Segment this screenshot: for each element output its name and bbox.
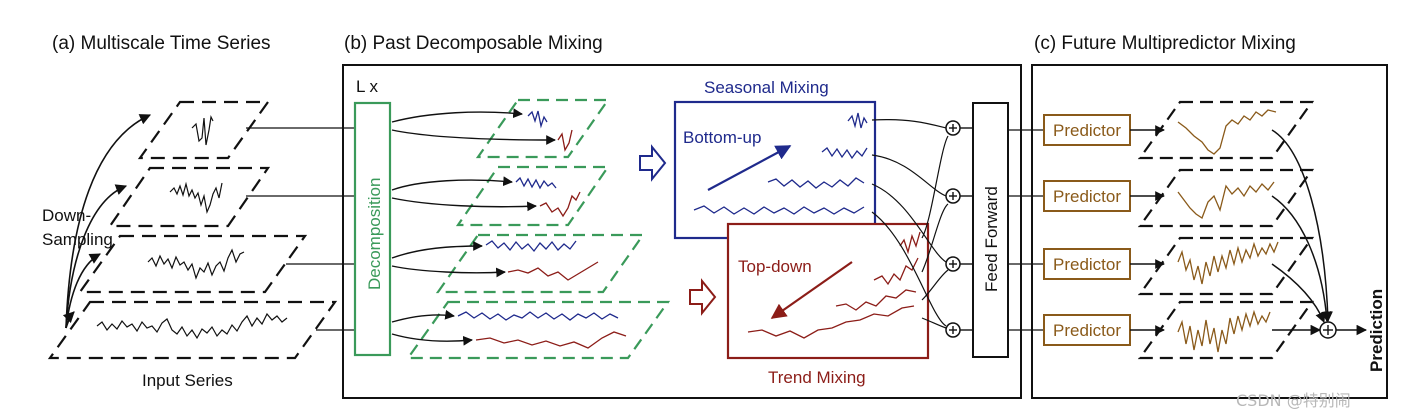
seasonal-component-1 bbox=[527, 110, 548, 129]
forecast-series-4 bbox=[1177, 309, 1271, 353]
downsample-arrow-4 bbox=[62, 311, 75, 329]
seasonal-component-3 bbox=[485, 240, 577, 253]
panel-c-title: (c) Future Multipredictor Mixing bbox=[1034, 33, 1296, 54]
bottom-up-label: Bottom-up bbox=[683, 128, 761, 147]
downsampling-label-2: Sampling bbox=[42, 230, 113, 249]
decomp-plane-4 bbox=[405, 300, 671, 360]
seasonal-component-4 bbox=[457, 311, 619, 321]
watermark: CSDN @特别闹 bbox=[1236, 391, 1351, 410]
seasonal-mixing-label: Seasonal Mixing bbox=[704, 78, 829, 97]
trend-component-3 bbox=[507, 261, 599, 281]
scale-plane-1 bbox=[137, 100, 271, 160]
seasonal-mixing-block bbox=[673, 100, 877, 240]
repeat-label: L x bbox=[356, 77, 379, 96]
top-down-label: Top-down bbox=[738, 257, 812, 276]
trend-hollow-arrow bbox=[689, 278, 717, 316]
forecast-series-1 bbox=[1177, 109, 1277, 155]
forecast-plane-1 bbox=[1137, 100, 1315, 160]
top-down-arrow bbox=[770, 261, 853, 319]
forecast-series-3 bbox=[1177, 241, 1279, 285]
downsampling-label-1: Down- bbox=[42, 206, 91, 225]
pdm-frame bbox=[342, 64, 1022, 399]
trend-mixing-block bbox=[726, 222, 930, 360]
panel-a: Down- Sampling Input Series bbox=[42, 100, 355, 390]
trend-component-4 bbox=[475, 331, 627, 349]
scale-plane-2 bbox=[107, 166, 271, 228]
scale-3-series bbox=[147, 248, 245, 280]
bottom-up-arrow bbox=[707, 145, 792, 191]
forecast-series-2 bbox=[1177, 181, 1275, 219]
decomp-plane-2 bbox=[455, 165, 611, 227]
decomp-plane-1 bbox=[475, 98, 611, 159]
predictor-box-1 bbox=[1043, 114, 1131, 146]
feed-forward-label: Feed Forward bbox=[982, 186, 1001, 292]
downsample-arrow-1 bbox=[65, 114, 152, 329]
forecast-plane-4 bbox=[1137, 300, 1315, 360]
panel-c: Predictor Predictor Predictor Predictor bbox=[1008, 64, 1388, 399]
panel-b-title: (b) Past Decomposable Mixing bbox=[344, 33, 603, 54]
predictor-label-2: Predictor bbox=[1053, 187, 1121, 206]
scale-plane-4 bbox=[47, 300, 338, 360]
decomposition-block bbox=[353, 101, 392, 357]
forecast-plane-3 bbox=[1137, 236, 1315, 296]
decomposition-label: Decomposition bbox=[365, 178, 384, 290]
trend-mixing-label: Trend Mixing bbox=[768, 368, 866, 387]
downsample-arrow-2 bbox=[65, 184, 128, 329]
fmm-frame bbox=[1031, 64, 1388, 399]
scale-plane-3 bbox=[77, 234, 308, 294]
scale-2-series bbox=[169, 181, 223, 215]
scale-1-series bbox=[191, 115, 214, 146]
trend-component-1 bbox=[557, 129, 573, 152]
input-series-label: Input Series bbox=[142, 371, 233, 390]
predictor-box-3 bbox=[1043, 248, 1131, 280]
seasonal-component-2 bbox=[515, 176, 557, 190]
scale-4-series bbox=[96, 312, 288, 340]
predictor-label-1: Predictor bbox=[1053, 121, 1121, 140]
feed-forward-block bbox=[972, 102, 1009, 358]
panel-a-title: (a) Multiscale Time Series bbox=[52, 33, 271, 54]
panel-b: L x Decomposition bbox=[342, 64, 1022, 399]
seasonal-hollow-arrow bbox=[639, 144, 667, 182]
predictor-label-4: Predictor bbox=[1053, 321, 1121, 340]
trend-component-2 bbox=[539, 191, 581, 218]
decomp-plane-3 bbox=[435, 233, 646, 294]
predictor-label-3: Predictor bbox=[1053, 255, 1121, 274]
forecast-plane-2 bbox=[1137, 168, 1315, 228]
prediction-label: Prediction bbox=[1367, 289, 1386, 372]
